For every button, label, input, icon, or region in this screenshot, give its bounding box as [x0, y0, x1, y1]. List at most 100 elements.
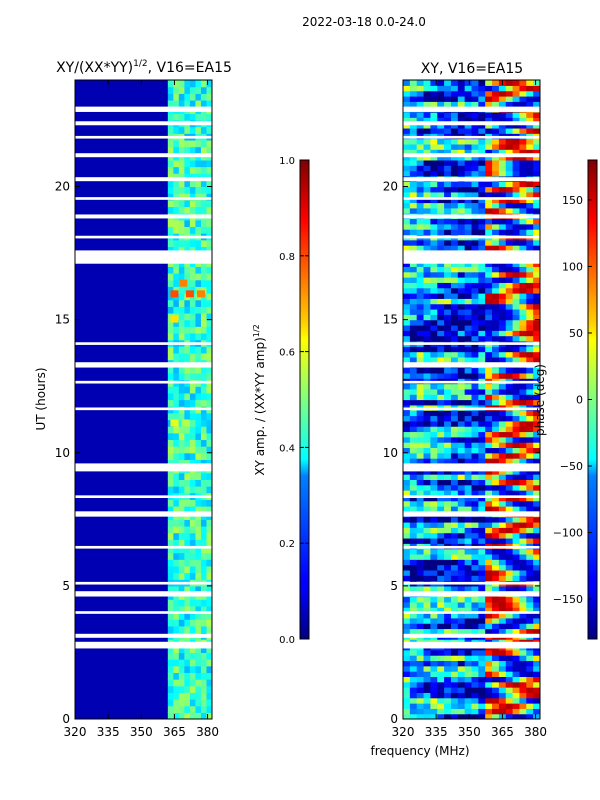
phase-cell	[457, 223, 466, 230]
phase-cell	[492, 383, 500, 390]
flagged-gap	[75, 407, 212, 411]
phase-cell	[457, 154, 466, 161]
amplitude-cell	[167, 532, 174, 540]
phase-cell	[526, 261, 534, 267]
phase-cell	[430, 223, 438, 230]
phase-cell	[423, 367, 431, 374]
amplitude-cell	[178, 219, 185, 228]
phase-cell	[526, 143, 534, 150]
phase-cell	[512, 575, 521, 582]
phase-cell	[403, 527, 411, 534]
amplitude-cell	[178, 226, 185, 234]
phase-cell	[409, 484, 418, 491]
amplitude-cell	[167, 226, 174, 234]
phase-cell	[437, 170, 445, 177]
phase-cell	[450, 356, 459, 363]
phase-cell	[533, 181, 540, 188]
phase-cell	[450, 484, 459, 491]
phase-cell	[471, 261, 479, 267]
phase-cell	[519, 346, 527, 353]
phase-cell	[464, 165, 473, 172]
phase-cell	[430, 687, 438, 693]
flagged-gap	[75, 633, 212, 638]
amplitude-cell	[178, 679, 185, 687]
phase-cell	[505, 223, 514, 230]
amplitude-cell	[167, 399, 174, 407]
phase-cell	[430, 559, 438, 566]
phase-cell	[498, 383, 507, 390]
amplitude-cell	[195, 139, 202, 148]
phase-cell	[478, 596, 486, 603]
phase-cell	[409, 383, 418, 390]
phase-cell	[471, 372, 479, 379]
amplitude-cell	[206, 426, 212, 434]
phase-cell	[471, 127, 479, 134]
amplitude-cell	[173, 599, 180, 607]
phase-cell	[423, 207, 431, 214]
phase-cell	[409, 628, 418, 635]
amplitude-cell	[195, 486, 202, 494]
phase-cell	[471, 628, 479, 635]
phase-cell	[403, 426, 411, 433]
amplitude-hot-spot	[179, 279, 188, 287]
phase-cell	[416, 287, 425, 294]
phase-cell	[430, 596, 438, 603]
phase-cell	[437, 372, 445, 379]
phase-cell	[498, 596, 507, 603]
phase-cell	[403, 521, 411, 528]
phase-cell	[409, 553, 418, 560]
phase-cell	[450, 122, 459, 129]
phase-cell	[519, 101, 527, 108]
phase-cell	[512, 165, 521, 172]
phase-cell	[485, 697, 493, 704]
phase-cell	[403, 585, 411, 592]
phase-cell	[437, 245, 445, 251]
phase-cell	[457, 415, 466, 422]
amplitude-cell	[189, 246, 197, 254]
amplitude-cell	[200, 479, 208, 487]
amplitude-hot-spot	[170, 419, 179, 427]
phase-cell	[430, 410, 438, 417]
phase-cell	[519, 80, 527, 86]
phase-cell	[444, 356, 452, 363]
phase-cell	[526, 431, 534, 438]
phase-cell	[437, 308, 445, 315]
phase-cell	[512, 90, 521, 97]
phase-cell	[464, 394, 473, 401]
phase-cell	[526, 346, 534, 353]
phase-cell	[430, 490, 438, 496]
phase-cell	[492, 601, 500, 608]
phase-cell	[498, 410, 507, 417]
phase-cell	[409, 223, 418, 230]
phase-cell	[450, 500, 459, 507]
phase-cell	[526, 612, 534, 619]
phase-cell	[444, 186, 452, 193]
phase-cell	[512, 442, 521, 449]
amplitude-cell	[184, 366, 191, 374]
phase-cell	[423, 468, 431, 475]
phase-cell	[498, 245, 507, 251]
phase-cell	[437, 537, 445, 544]
phase-cell	[498, 703, 507, 709]
phase-cell	[457, 197, 466, 204]
phase-cell	[437, 186, 445, 193]
amplitude-cell	[173, 705, 180, 713]
phase-cell	[512, 431, 521, 438]
phase-cell	[457, 159, 466, 166]
phase-cell	[498, 532, 507, 539]
phase-cell	[485, 548, 493, 555]
phase-cell	[403, 239, 411, 246]
amplitude-cell	[200, 206, 208, 214]
phase-cell	[450, 516, 459, 523]
amplitude-cell	[178, 565, 185, 574]
amplitude-cell	[178, 139, 185, 148]
phase-cell	[450, 218, 459, 225]
phase-cell	[471, 569, 479, 576]
amplitude-cell	[167, 159, 174, 168]
phase-cell	[485, 308, 493, 315]
flagged-gap	[403, 380, 540, 384]
phase-cell	[471, 159, 479, 166]
phase-cell	[464, 687, 473, 693]
amplitude-cell	[178, 659, 185, 667]
